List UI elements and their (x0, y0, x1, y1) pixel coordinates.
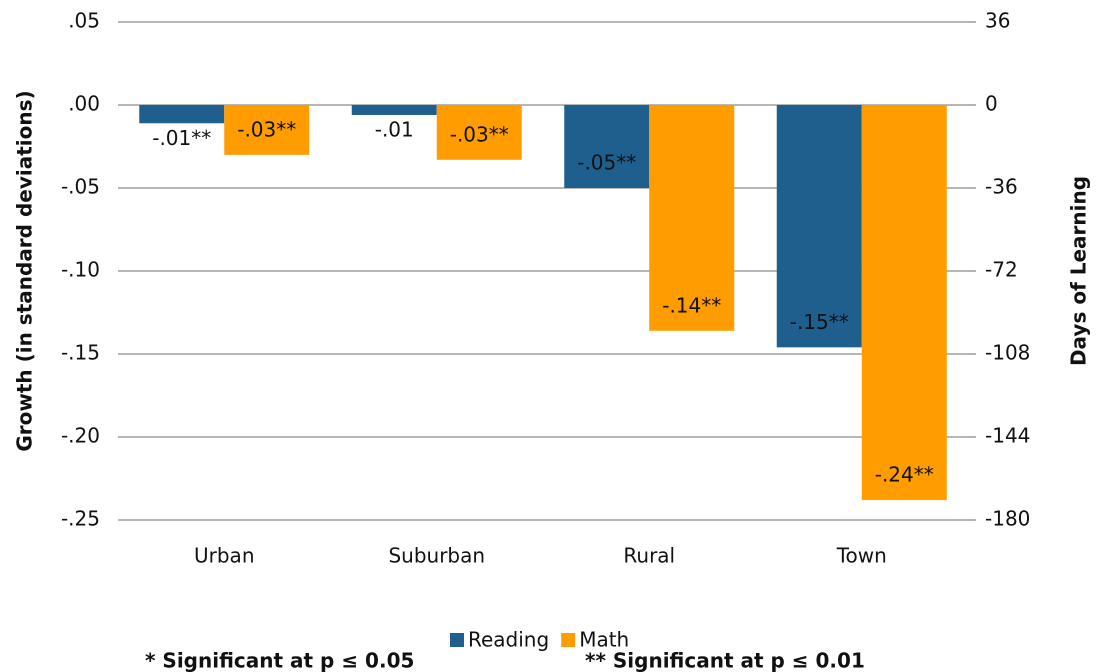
y2-axis-title: Days of Learning (1067, 176, 1091, 366)
y2-tick-label: 36 (985, 9, 1010, 33)
data-label: -.01 (375, 117, 414, 141)
data-label: -.01** (152, 126, 211, 150)
bar (861, 105, 947, 501)
legend-label: Reading (468, 628, 549, 652)
legend-swatch (450, 633, 464, 647)
x-tick-label: Town (836, 544, 887, 568)
bar (564, 105, 650, 188)
data-label: -.03** (450, 122, 509, 146)
y-tick-label: .00 (68, 92, 100, 116)
x-tick-label: Rural (623, 544, 675, 568)
y-tick-label: -.10 (61, 258, 100, 282)
y-tick-label: -.25 (61, 507, 100, 531)
legend-label: Math (579, 628, 629, 652)
data-label: -.03** (237, 117, 296, 141)
y2-tick-label: -180 (985, 507, 1030, 531)
footnote: ** Significant at p ≤ 0.01 (585, 649, 865, 672)
bar (436, 105, 522, 160)
bar (776, 105, 862, 348)
x-tick-label: Urban (194, 544, 255, 568)
y2-tick-label: -144 (985, 424, 1030, 448)
x-tick-label: Suburban (388, 544, 485, 568)
y2-tick-label: -36 (985, 175, 1018, 199)
data-label: -.14** (662, 293, 721, 317)
y2-tick-label: 0 (985, 92, 998, 116)
y-tick-label: .05 (68, 9, 100, 33)
y2-tick-label: -108 (985, 341, 1030, 365)
bar (224, 105, 310, 155)
footnote: * Significant at p ≤ 0.05 (145, 649, 414, 672)
bar (649, 105, 735, 331)
data-label: -.05** (577, 151, 636, 175)
y-tick-label: -.20 (61, 424, 100, 448)
y-tick-label: -.15 (61, 341, 100, 365)
bar (351, 105, 437, 115)
y2-tick-label: -72 (985, 258, 1018, 282)
data-label: -.24** (875, 463, 934, 487)
y-axis-title: Growth (in standard deviations) (13, 90, 37, 451)
data-label: -.15** (790, 310, 849, 334)
y-tick-label: -.05 (61, 175, 100, 199)
legend-swatch (561, 633, 576, 647)
bar (139, 105, 225, 124)
